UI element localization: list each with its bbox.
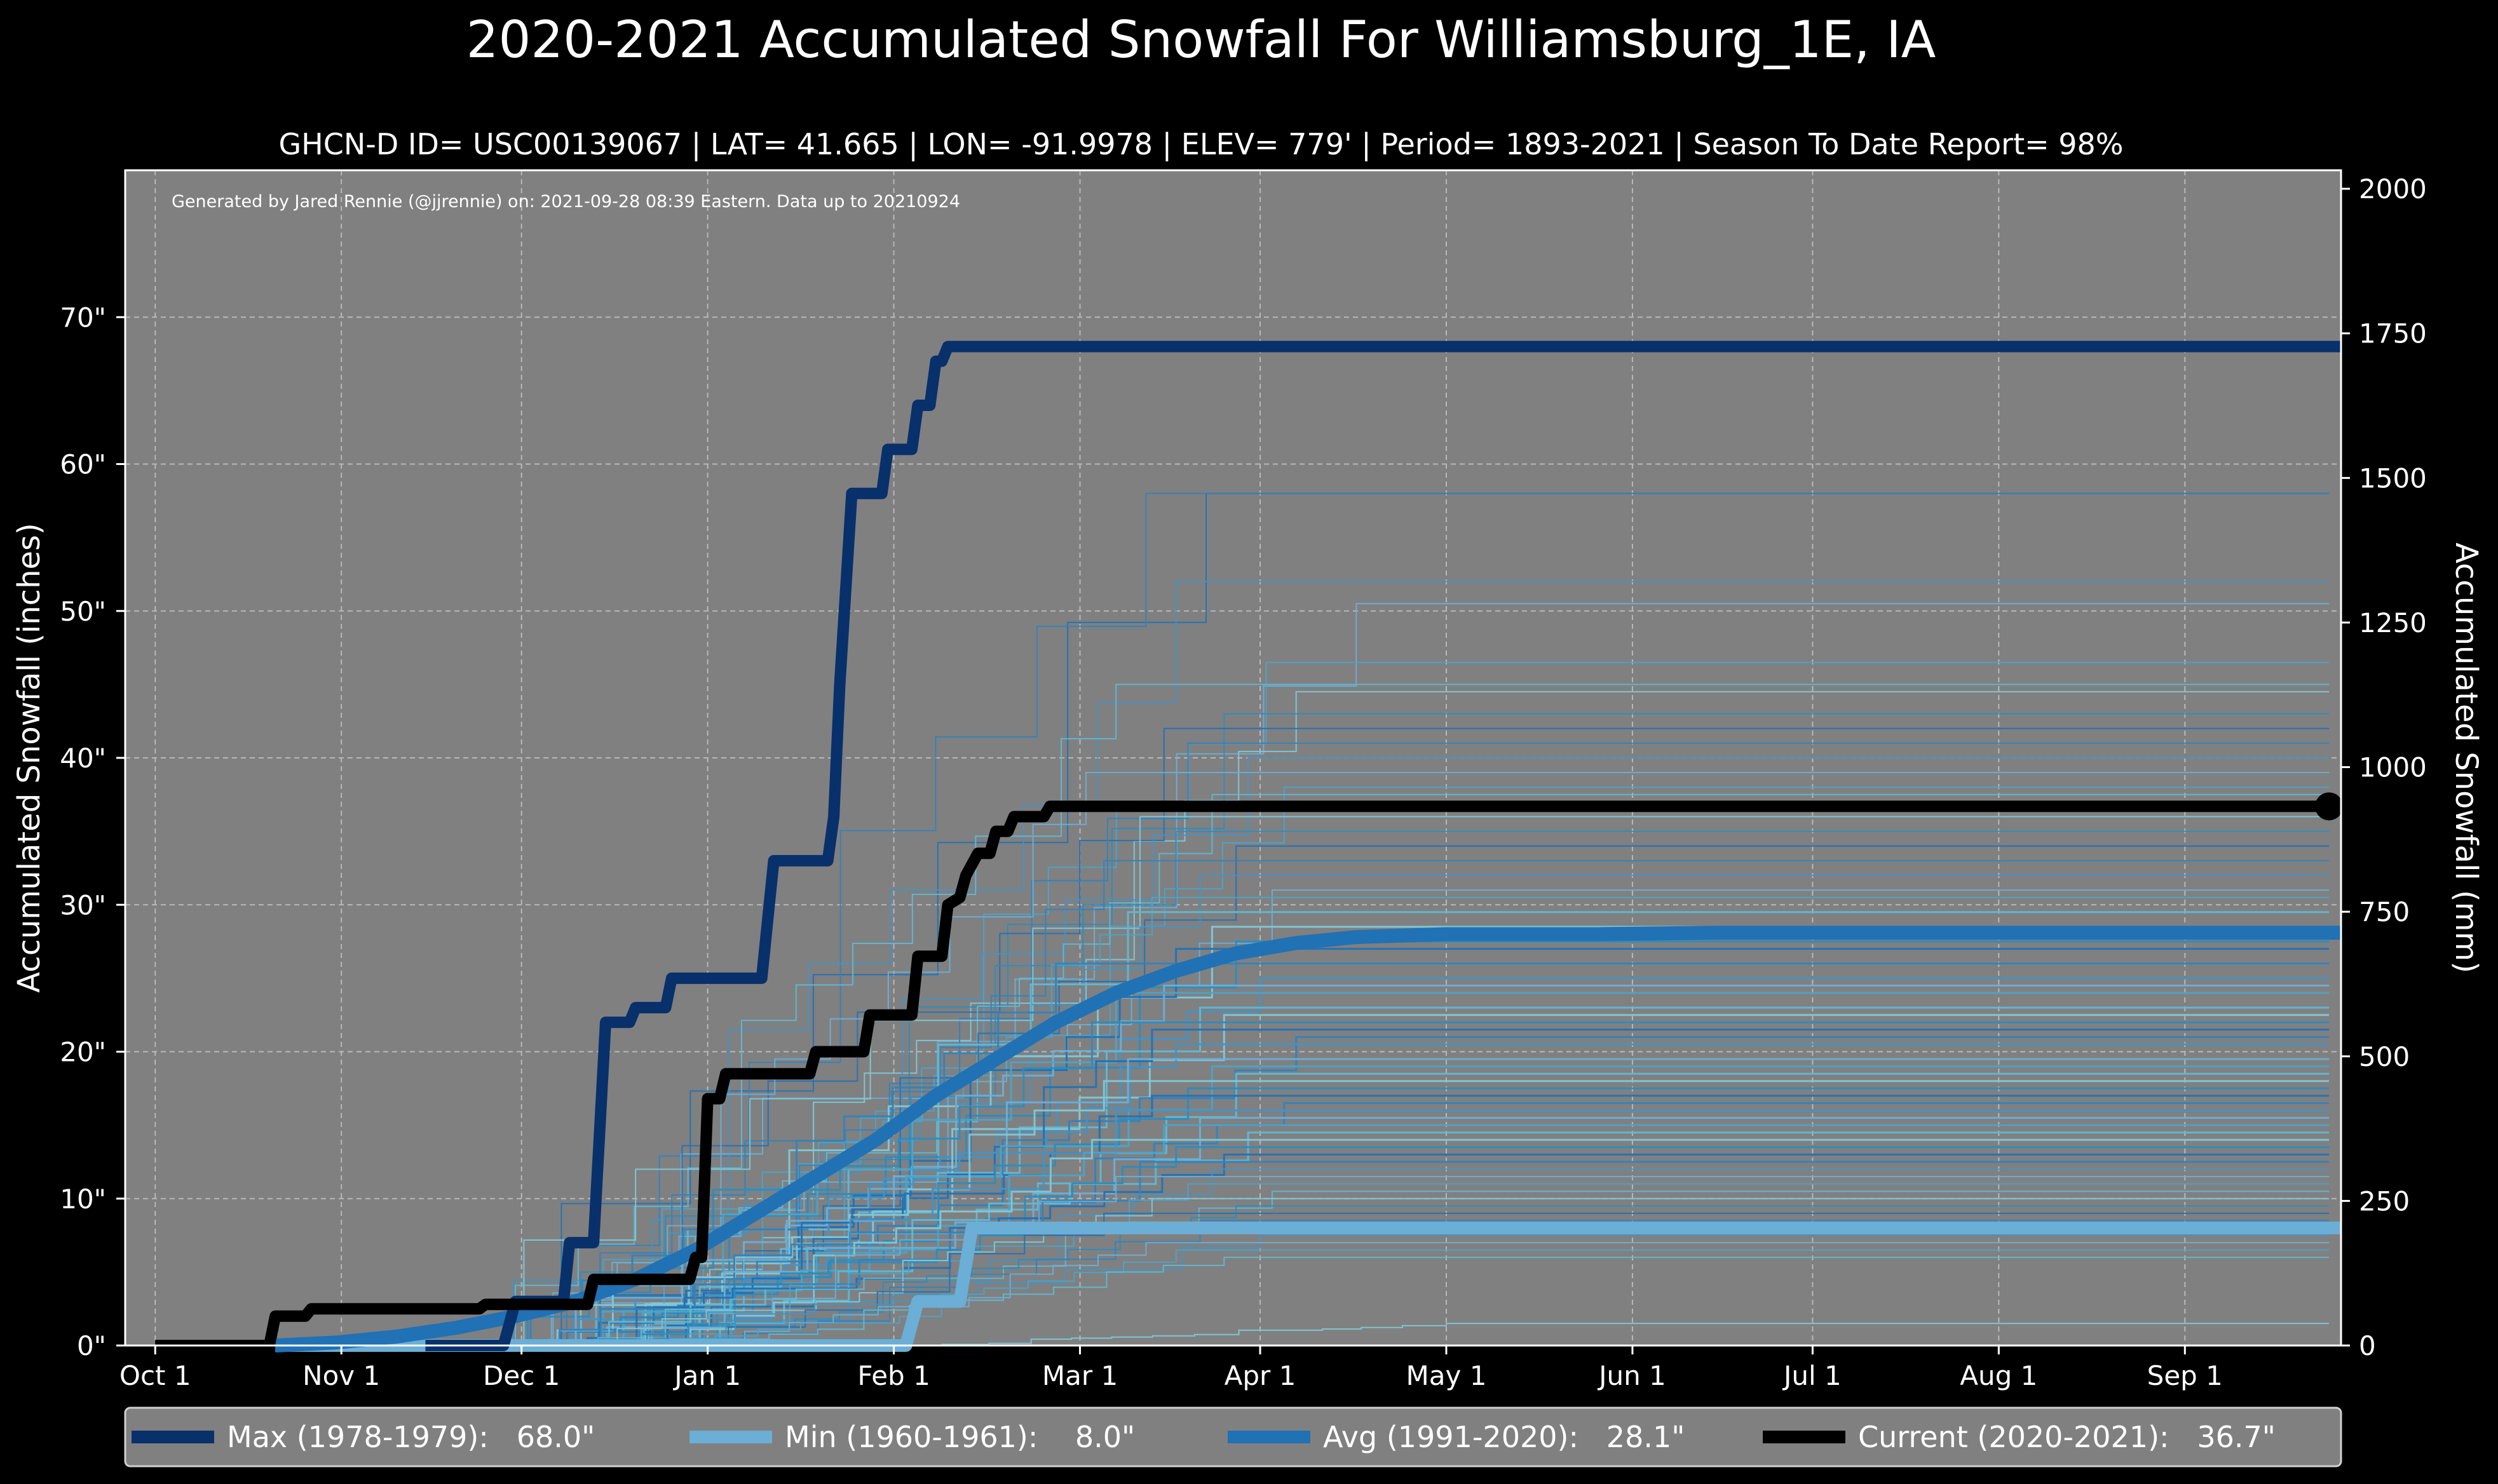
- season-line: [185, 896, 2330, 1346]
- y-tick-label: 60": [60, 449, 106, 480]
- y-axis-label-left: Accumulated Snowfall (inches): [11, 523, 47, 993]
- x-tick-label: Mar 1: [1042, 1360, 1118, 1391]
- season-line: [185, 977, 2330, 1347]
- series-line-current: [155, 800, 2330, 1351]
- season-line: [185, 1014, 2330, 1347]
- y-right-tick-label: 750: [2359, 896, 2410, 928]
- season-line: [185, 1138, 2330, 1347]
- y-axis-label-right: Accumulated Snowfall (mm): [2448, 543, 2484, 973]
- x-tick-label: Oct 1: [119, 1360, 191, 1391]
- season-line: [185, 742, 2330, 1346]
- y-right-tick-label: 1000: [2359, 752, 2427, 783]
- season-line: [185, 1323, 2330, 1346]
- series-line-avg: [275, 926, 2341, 1352]
- x-tick-label: Sep 1: [2147, 1360, 2223, 1391]
- x-tick-label: Aug 1: [1960, 1360, 2037, 1391]
- x-tick-label: Jun 1: [1597, 1360, 1666, 1391]
- x-tick-label: Jan 1: [672, 1360, 741, 1391]
- x-axis: Oct 1 Nov 1 Dec 1 Jan 1 Feb 1 Mar 1 Apr 1 May 1…: [119, 1346, 2223, 1391]
- legend-label-min: Min (1960-1961): 8.0": [785, 1420, 1135, 1454]
- y-right-tick-label: 1250: [2359, 607, 2427, 638]
- legend-label-avg: Avg (1991-2020): 28.1": [1323, 1420, 1685, 1454]
- y-tick-label: 70": [60, 302, 106, 333]
- y-axis-right: 0 250 500 750 1000 1250 1500 1750 2000: [2341, 173, 2427, 1361]
- x-tick-label: Dec 1: [483, 1360, 560, 1391]
- season-line: [185, 684, 2330, 1346]
- y-right-tick-label: 0: [2359, 1330, 2376, 1361]
- x-tick-label: Apr 1: [1225, 1360, 1296, 1391]
- season-line: [185, 1087, 2330, 1347]
- y-right-tick-label: 250: [2359, 1185, 2410, 1217]
- y-tick-label: 0": [77, 1330, 106, 1361]
- season-line: [185, 581, 2330, 1346]
- chart-subtitle: GHCN-D ID= USC00139067 | LAT= 41.665 | L…: [278, 127, 2123, 162]
- season-line: [185, 1168, 2330, 1346]
- season-line: [185, 1242, 2330, 1346]
- x-tick-label: Nov 1: [302, 1360, 380, 1391]
- y-axis-left: 0" 10" 20" 30" 40" 50" 60" 70": [60, 302, 125, 1361]
- y-right-tick-label: 1500: [2359, 462, 2427, 494]
- season-line: [185, 1183, 2330, 1346]
- x-tick-label: Jul 1: [1782, 1360, 1842, 1391]
- season-line: [185, 1234, 2330, 1346]
- y-right-tick-label: 2000: [2359, 173, 2427, 205]
- legend-label-max: Max (1978-1979): 68.0": [227, 1420, 595, 1454]
- y-right-tick-label: 500: [2359, 1041, 2410, 1072]
- y-tick-label: 10": [60, 1184, 106, 1215]
- legend-label-current: Current (2020-2021): 36.7": [1858, 1420, 2276, 1454]
- series-line-max: [425, 341, 2341, 1351]
- legend: Max (1978-1979): 68.0" Min (1960-1961): 8…: [124, 1406, 2342, 1467]
- y-tick-label: 50": [60, 596, 106, 627]
- x-tick-label: May 1: [1406, 1360, 1487, 1391]
- credit-text: Generated by Jared Rennie (@jjrennie) on…: [172, 192, 960, 212]
- current-endpoint-marker: [2315, 792, 2344, 821]
- y-right-tick-label: 1750: [2359, 318, 2427, 349]
- season-line: [185, 1249, 2330, 1346]
- season-line: [185, 948, 2330, 1347]
- y-tick-label: 30": [60, 889, 106, 921]
- season-line: [185, 1021, 2330, 1347]
- y-tick-label: 20": [60, 1037, 106, 1068]
- season-line: [185, 1161, 2330, 1347]
- x-tick-label: Feb 1: [857, 1360, 930, 1391]
- chart-title: 2020-2021 Accumulated Snowfall For Willi…: [466, 10, 1936, 69]
- y-tick-label: 40": [60, 743, 106, 774]
